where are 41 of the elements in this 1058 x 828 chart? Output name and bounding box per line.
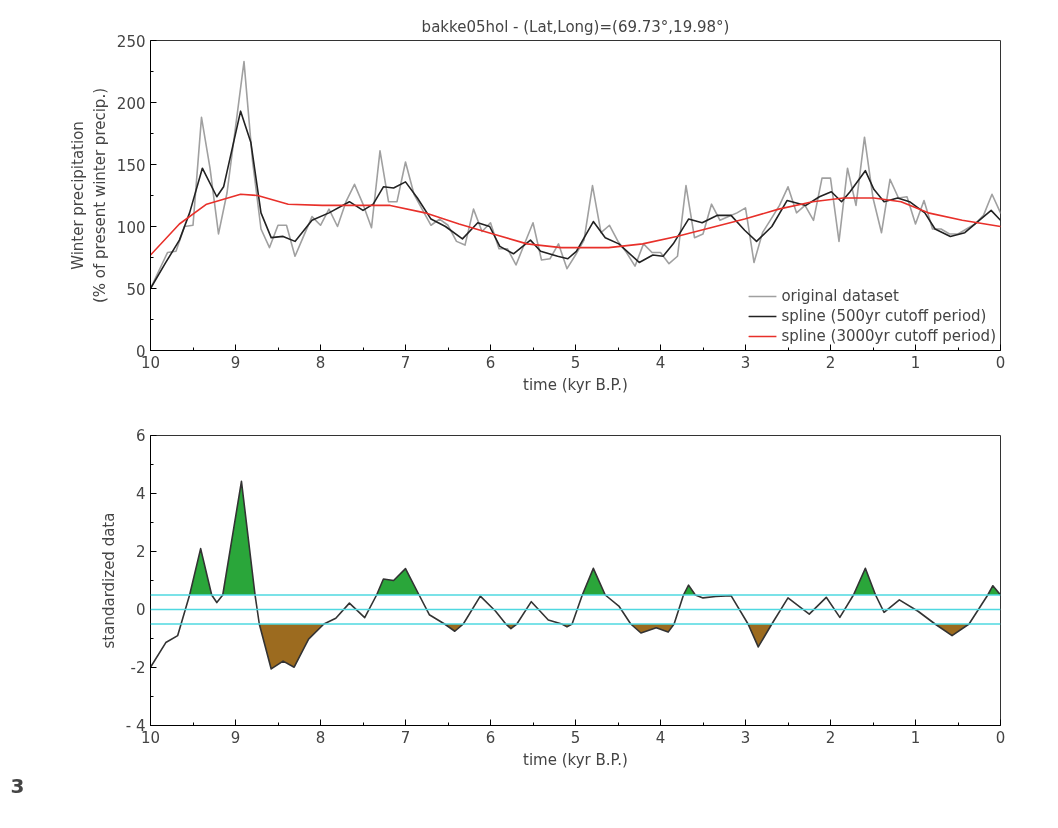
x-tick-label: 7 xyxy=(400,353,411,372)
y-tick-label: 6 xyxy=(135,426,146,445)
x-tick-label: 3 xyxy=(740,728,751,747)
x-tick-label: 0 xyxy=(995,353,1006,372)
x-tick-label: 0 xyxy=(995,728,1006,747)
x-tick-label: 9 xyxy=(230,728,241,747)
x-tick-label: 7 xyxy=(400,728,411,747)
y-axis-title: Winter precipitation (% of present winter precip.) xyxy=(69,87,109,304)
text: 3 xyxy=(10,773,25,798)
x-tick-label: 6 xyxy=(485,353,496,372)
y-tick-label: 2 xyxy=(135,542,146,561)
x-tick-label: 9 xyxy=(230,353,241,372)
legend-label: spline (3000yr cutoff period) xyxy=(781,327,996,345)
y-axis-title: standardized data xyxy=(99,512,118,649)
legend-label: original dataset xyxy=(781,287,899,305)
legend-label: spline (500yr cutoff period) xyxy=(781,307,987,325)
y-tick-label: 200 xyxy=(116,94,146,113)
x-tick-label: 5 xyxy=(570,728,581,747)
x-axis-title: time (kyr B.P.) xyxy=(523,375,628,394)
y-tick-label: -2 xyxy=(130,658,146,677)
x-tick-label: 3 xyxy=(740,353,751,372)
x-tick-label: 1 xyxy=(910,728,921,747)
y-tick-label: 250 xyxy=(116,32,146,51)
x-tick-label: 6 xyxy=(485,728,496,747)
x-tick-label: 8 xyxy=(315,353,326,372)
x-tick-label: 2 xyxy=(825,728,836,747)
y-tick-label: 0 xyxy=(135,600,146,619)
x-tick-label: 4 xyxy=(655,728,666,747)
y-tick-label: 4 xyxy=(135,484,146,503)
chart-title: bakke05hol - (Lat,Long)=(69.73°,19.98°) xyxy=(421,17,730,36)
y-tick-label: 50 xyxy=(126,280,146,299)
y-tick-label: 150 xyxy=(116,156,146,175)
x-tick-label: 5 xyxy=(570,353,581,372)
y-tick-label: 100 xyxy=(116,218,146,237)
x-axis-title: time (kyr B.P.) xyxy=(523,750,628,769)
x-tick-label: 4 xyxy=(655,353,666,372)
x-tick-label: 2 xyxy=(825,353,836,372)
x-tick-label: 1 xyxy=(910,353,921,372)
line-series xyxy=(150,193,1001,256)
line-series xyxy=(150,110,1001,290)
x-tick-label: 8 xyxy=(315,728,326,747)
